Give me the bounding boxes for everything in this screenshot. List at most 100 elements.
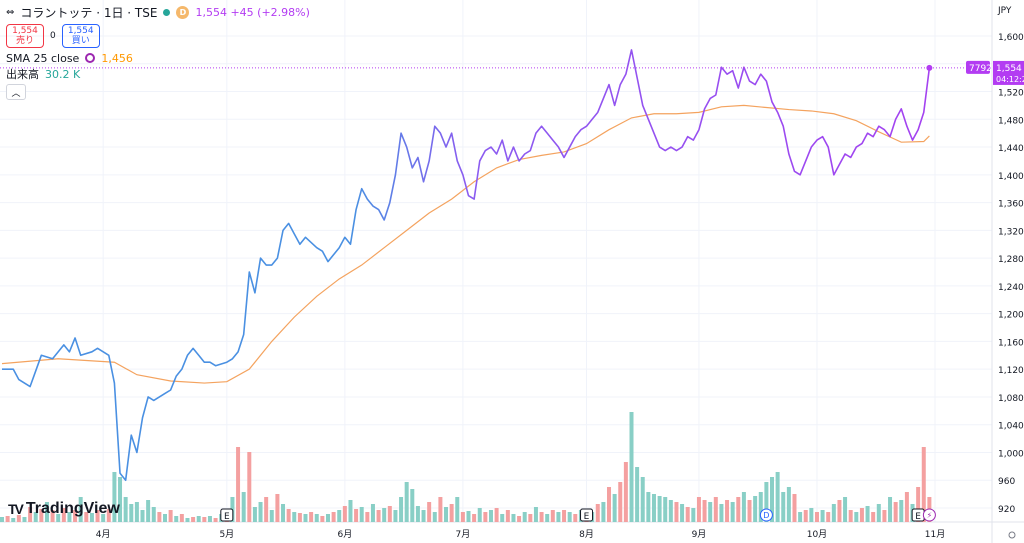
volume-bar	[607, 487, 612, 522]
market-status-icon	[163, 8, 171, 16]
sma-legend-row[interactable]: SMA 25 close 1,456	[6, 50, 310, 66]
volume-bar	[359, 507, 364, 522]
volume-bar	[174, 516, 179, 522]
data-badge: D	[176, 5, 190, 19]
volume-bar	[562, 510, 567, 522]
volume-bar	[674, 502, 679, 522]
tradingview-wordmark: TradingView	[25, 500, 120, 517]
volume-bar	[410, 489, 415, 522]
volume-bar	[101, 514, 106, 522]
trade-row: 1,554 売り 0 1,554 買い	[6, 22, 310, 50]
volume-bar	[663, 497, 668, 522]
event-circle-label: D	[763, 511, 769, 520]
y-tick-label: 1,600	[998, 33, 1024, 43]
volume-bar	[775, 472, 780, 522]
volume-bar	[477, 508, 482, 522]
volume-bar	[325, 514, 330, 522]
event-circle-label: ⚡	[927, 511, 933, 520]
volume-bar	[837, 500, 842, 522]
spread-value: 0	[50, 31, 56, 41]
last-price-dot	[926, 64, 933, 71]
volume-bar	[708, 502, 713, 522]
last-price-tag-bg	[966, 60, 990, 74]
volume-bar	[472, 514, 477, 522]
volume-bar	[73, 510, 78, 522]
y-tick-label: 960	[998, 477, 1015, 487]
volume-bar	[106, 509, 111, 522]
volume-bar	[859, 508, 864, 522]
sell-button[interactable]: 1,554 売り	[6, 24, 44, 48]
volume-bar	[50, 510, 55, 522]
volume-bar	[629, 412, 634, 522]
last-price-tag: 7792	[969, 64, 992, 74]
volume-bar	[505, 510, 510, 522]
volume-bar	[16, 515, 21, 522]
volume-bar	[899, 500, 904, 522]
volume-bar	[781, 492, 786, 522]
tradingview-logo[interactable]: TV TradingView	[8, 500, 120, 518]
volume-bar	[713, 497, 718, 522]
symbol-title[interactable]: コラントッテ · 1日 · TSE	[20, 5, 158, 20]
volume-bar	[803, 510, 808, 522]
y-tick-label: 1,360	[998, 200, 1024, 210]
last-price-label: 1,554	[996, 64, 1022, 74]
volume-bar	[236, 447, 241, 522]
volume-bar	[646, 492, 651, 522]
volume-label: 出来高	[6, 68, 39, 81]
volume-bar	[320, 516, 325, 522]
volume-bar	[623, 462, 628, 522]
y-tick-label: 1,120	[998, 366, 1024, 376]
buy-price: 1,554	[67, 26, 94, 36]
volume-bar	[44, 502, 49, 522]
volume-bar	[146, 500, 151, 522]
volume-bar	[286, 509, 291, 522]
volume-bar	[736, 497, 741, 522]
volume-bar	[129, 504, 134, 522]
volume-bar	[865, 506, 870, 522]
y-tick-label: 1,160	[998, 338, 1024, 348]
volume-legend-row[interactable]: 出来高 30.2 K	[6, 66, 310, 82]
volume-bar	[533, 507, 538, 522]
volume-bar	[151, 507, 156, 522]
volume-bar	[427, 502, 432, 522]
volume-bar	[449, 504, 454, 522]
currency-label: JPY	[997, 6, 1012, 16]
volume-bar	[337, 510, 342, 522]
symbol-row: ⇔ コラントッテ · 1日 · TSE D 1,554 +45 (+2.98%)	[6, 4, 310, 20]
volume-bar	[719, 504, 724, 522]
chevron-up-icon[interactable]: ︿	[6, 84, 26, 100]
volume-bar	[511, 514, 516, 522]
volume-bar	[78, 497, 83, 522]
volume-bar	[528, 514, 533, 522]
volume-bar	[545, 514, 550, 522]
volume-bar	[680, 504, 685, 522]
volume-bar	[786, 487, 791, 522]
x-tick-label: 4月	[96, 529, 111, 540]
volume-bar	[348, 500, 353, 522]
volume-bar	[393, 510, 398, 522]
volume-bar	[202, 517, 207, 522]
countdown-label: 04:12:2	[996, 75, 1024, 84]
volume-bar	[269, 510, 274, 522]
volume-bar	[556, 512, 561, 522]
volume-bar	[213, 518, 218, 522]
y-tick-label: 1,040	[998, 422, 1024, 432]
volume-bar	[725, 500, 730, 522]
volume-bar	[904, 492, 909, 522]
volume-bar	[168, 510, 173, 522]
volume-bar	[758, 492, 763, 522]
volume-bar	[494, 508, 499, 522]
volume-bar	[854, 512, 859, 522]
volume-bar	[820, 510, 825, 522]
volume-bar	[753, 496, 758, 522]
earnings-event-icon	[580, 508, 594, 522]
buy-button[interactable]: 1,554 買い	[61, 24, 100, 48]
volume-bar	[140, 510, 145, 522]
settings-icon[interactable]	[85, 53, 96, 63]
volume-bar	[843, 497, 848, 522]
volume-bar	[517, 516, 522, 522]
price-line	[2, 49, 931, 482]
volume-bar	[382, 508, 387, 522]
volume-bar	[292, 512, 297, 522]
